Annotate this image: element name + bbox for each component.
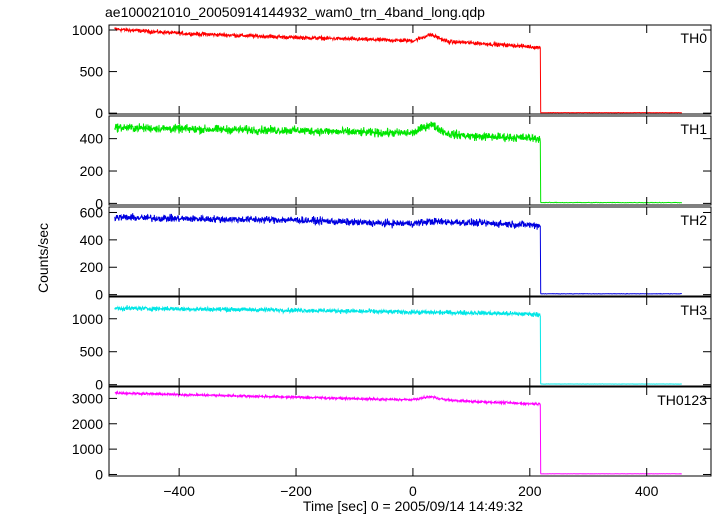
series-line-th1 bbox=[114, 121, 683, 204]
y-tick-label: 400 bbox=[80, 232, 104, 248]
y-tick-label: 0 bbox=[95, 105, 103, 121]
panel-th3: 0 500 1000 TH3 bbox=[72, 296, 712, 393]
panel-th0123: 0 1000 2000 3000 TH0123 bbox=[72, 386, 712, 482]
y-tick-label: 500 bbox=[80, 344, 104, 360]
panel-label-th0123: TH0123 bbox=[657, 392, 707, 408]
y-tick-label: 200 bbox=[80, 259, 104, 275]
y-tick-label: 3000 bbox=[72, 390, 103, 406]
y-tick-label: 500 bbox=[80, 64, 104, 80]
x-tick-label: −200 bbox=[280, 483, 312, 499]
panel-label-th1: TH1 bbox=[681, 121, 708, 137]
y-tick-label: 1000 bbox=[72, 311, 103, 327]
y-tick-label: 1000 bbox=[72, 22, 103, 38]
x-axis-label: Time [sec] 0 = 2005/09/14 14:49:32 bbox=[303, 498, 523, 514]
y-tick-label: 400 bbox=[80, 131, 104, 147]
panels-group: 0 500 1000 TH0 0 200 400 TH1 0 200 400 600 TH2 0 500 10… bbox=[72, 22, 712, 482]
panel-frame bbox=[108, 206, 712, 297]
x-tick-label: 200 bbox=[518, 483, 542, 499]
series-line-th0123 bbox=[114, 390, 682, 475]
y-tick-label: 0 bbox=[95, 377, 103, 393]
y-tick-label: 0 bbox=[95, 287, 103, 303]
panel-label-th3: TH3 bbox=[681, 302, 708, 318]
chart-title: ae100021010_20050914144932_wam0_trn_4ban… bbox=[105, 4, 485, 20]
series-line-th2 bbox=[114, 213, 682, 295]
y-tick-label: 200 bbox=[80, 163, 104, 179]
series-line-th3 bbox=[114, 305, 682, 385]
panel-th1: 0 200 400 TH1 bbox=[80, 115, 712, 211]
y-tick-label: 0 bbox=[95, 466, 103, 482]
y-axis-label: Counts/sec bbox=[35, 223, 51, 293]
panel-th0: 0 500 1000 TH0 bbox=[72, 22, 712, 121]
x-tick-label: 400 bbox=[635, 483, 659, 499]
panel-th2: 0 200 400 600 TH2 bbox=[80, 204, 712, 303]
panel-frame bbox=[108, 115, 712, 206]
y-tick-label: 600 bbox=[80, 204, 104, 220]
panel-label-th0: TH0 bbox=[681, 30, 708, 46]
x-tick-label: 0 bbox=[409, 483, 417, 499]
panel-frame bbox=[108, 24, 712, 115]
panel-frame bbox=[108, 386, 712, 477]
panel-frame bbox=[108, 296, 712, 387]
series-line-th0 bbox=[114, 27, 682, 114]
y-tick-label: 0 bbox=[95, 195, 103, 211]
x-axis: −400 −200 0 200 400 bbox=[163, 483, 658, 499]
panel-label-th2: TH2 bbox=[681, 212, 708, 228]
x-tick-label: −400 bbox=[163, 483, 195, 499]
y-tick-label: 2000 bbox=[72, 416, 103, 432]
y-tick-label: 1000 bbox=[72, 441, 103, 457]
